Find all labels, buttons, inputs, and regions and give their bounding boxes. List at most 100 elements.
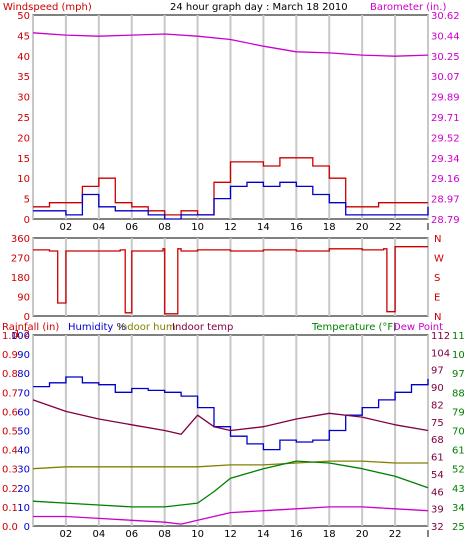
rainfall-tick-label: 0.1 bbox=[2, 503, 18, 514]
windspeed-tick-label: 5 bbox=[24, 195, 30, 206]
panel3-x-tick-label: 12 bbox=[224, 529, 237, 540]
compass-tick-label: N bbox=[434, 234, 441, 245]
barometer-tick-label: 28.79 bbox=[431, 215, 460, 226]
panel1-x-tick-label: 12 bbox=[224, 222, 237, 233]
rainfall-tick-label: 0.4 bbox=[2, 446, 18, 457]
panel3-x-tick-label: 18 bbox=[323, 529, 336, 540]
temp-tick-label-a: 104 bbox=[431, 348, 450, 359]
temp-tick-label-a: 32 bbox=[431, 522, 444, 533]
windspeed-tick-label: 25 bbox=[17, 113, 30, 124]
humidity-tick-label: 60 bbox=[17, 407, 30, 418]
barometer-tick-label: 29.71 bbox=[431, 113, 460, 124]
rainfall-tick-label: 0.6 bbox=[2, 407, 18, 418]
rainfall-label: Rainfall (in) bbox=[2, 322, 59, 333]
compass-tick-label: N bbox=[434, 312, 441, 323]
humidity-tick-label: 80 bbox=[17, 369, 30, 380]
temp-tick-label-a: 46 bbox=[431, 487, 444, 498]
temp-tick-label-a: 112 bbox=[431, 331, 450, 342]
temp-tick-label-b: 52 bbox=[452, 465, 465, 476]
direction-tick-label: 270 bbox=[11, 254, 30, 265]
windspeed-tick-label: 20 bbox=[17, 133, 30, 144]
windspeed-tick-label: 10 bbox=[17, 174, 30, 185]
windspeed-tick-label: 15 bbox=[17, 154, 30, 165]
windspeed-axis-label: Windspeed (mph) bbox=[3, 2, 92, 13]
temp-tick-label-b: 79 bbox=[452, 407, 465, 418]
panel1-x-tick-label: 18 bbox=[323, 222, 336, 233]
barometer-series-line bbox=[32, 32, 429, 57]
humidity-tick-label: 100 bbox=[11, 331, 30, 342]
compass-tick-label: W bbox=[434, 254, 444, 265]
panel1-x-tick-label: 04 bbox=[92, 222, 105, 233]
panel3-x-tick-label: 22 bbox=[389, 529, 402, 540]
barometer-tick-label: 30.07 bbox=[431, 72, 460, 83]
temp-tick-label-a: 61 bbox=[431, 453, 444, 464]
humidity-tick-label: 30 bbox=[17, 465, 30, 476]
dew-point-series-line bbox=[33, 506, 429, 525]
windspeed-tick-label: 0 bbox=[24, 215, 30, 226]
wind-direction-series-line bbox=[33, 246, 428, 315]
gust-series-line bbox=[33, 181, 429, 220]
dewpoint-label: Dew Point bbox=[393, 322, 443, 333]
rainfall-top-tick-label: 1.2 bbox=[14, 329, 30, 340]
temp-tick-label-a: 82 bbox=[431, 400, 444, 411]
plot-layer: 0 5 10 15 20 25 30 35 40 45 50 28.79 28.97 29.16 29.34… bbox=[2, 11, 465, 540]
barometer-tick-label: 29.34 bbox=[431, 154, 460, 165]
panel3-x-tick-label: 20 bbox=[356, 529, 369, 540]
barometer-tick-label: 28.97 bbox=[431, 195, 460, 206]
direction-tick-label: 0 bbox=[24, 312, 30, 323]
panel3-x-tick-label: 02 bbox=[60, 529, 73, 540]
indoor-hum-label: Indoor hum bbox=[118, 322, 176, 333]
temp-tick-label-b: 34 bbox=[452, 503, 465, 514]
indoor-temp-series-line bbox=[32, 399, 429, 435]
windspeed-tick-label: 50 bbox=[17, 11, 30, 22]
indoor-hum-series-line bbox=[32, 460, 428, 470]
humidity-tick-label: 70 bbox=[17, 388, 30, 399]
indoor-temp-label: Indoor temp bbox=[172, 322, 233, 333]
compass-tick-label: S bbox=[434, 273, 440, 284]
humidity-series-line bbox=[33, 376, 429, 451]
rainfall-tick-label: 0.8 bbox=[2, 369, 18, 380]
humidity-tick-label: 10 bbox=[17, 503, 30, 514]
panel3-x-tick-label: I bbox=[427, 529, 430, 540]
temp-tick-label-a: 97 bbox=[431, 366, 444, 377]
humidity-tick-label: 40 bbox=[17, 446, 30, 457]
panel3-x-tick-label: 04 bbox=[92, 529, 105, 540]
temp-tick-label-a: 54 bbox=[431, 470, 444, 481]
temp-tick-label-b: 97 bbox=[452, 369, 465, 380]
barometer-tick-label: 29.16 bbox=[431, 174, 460, 185]
temp-tick-label-b: 25 bbox=[452, 522, 465, 533]
direction-tick-label: 180 bbox=[11, 273, 30, 284]
temp-tick-label-b: 43 bbox=[452, 484, 465, 495]
windspeed-tick-label: 40 bbox=[17, 52, 30, 63]
barometer-tick-label: 30.25 bbox=[431, 52, 460, 63]
panel1-x-tick-label: 16 bbox=[290, 222, 303, 233]
temp-tick-label-b: 106 bbox=[452, 350, 465, 361]
barometer-axis-label: Barometer (in.) bbox=[370, 2, 446, 13]
rainfall-tick-label: 0.0 bbox=[2, 522, 18, 533]
panel3-x-tick-label: 10 bbox=[191, 529, 204, 540]
panel3-x-tick-label: 14 bbox=[257, 529, 270, 540]
temp-tick-label-a: 75 bbox=[431, 418, 444, 429]
humidity-tick-label: 50 bbox=[17, 427, 30, 438]
compass-tick-label: E bbox=[434, 293, 440, 304]
barometer-tick-label: 29.52 bbox=[431, 133, 460, 144]
humidity-label: Humidity % bbox=[68, 322, 126, 333]
temperature-label: Temperature (°F) bbox=[311, 322, 397, 333]
humidity-tick-label: 20 bbox=[17, 484, 30, 495]
chart-title: 24 hour graph day : March 18 2010 bbox=[170, 2, 348, 13]
direction-tick-label: 90 bbox=[17, 293, 30, 304]
temp-tick-label-b: 88 bbox=[452, 388, 465, 399]
barometer-tick-label: 30.44 bbox=[431, 31, 460, 42]
humidity-tick-label: 90 bbox=[17, 350, 30, 361]
panel1-x-tick-label: 22 bbox=[389, 222, 402, 233]
barometer-tick-label: 29.89 bbox=[431, 93, 460, 104]
panel3-x-tick-label: 16 bbox=[290, 529, 303, 540]
windspeed-tick-label: 35 bbox=[17, 72, 30, 83]
panel3-x-tick-label: 06 bbox=[125, 529, 138, 540]
temp-tick-label-b: 115 bbox=[452, 331, 465, 342]
rainfall-tick-label: 1.0 bbox=[2, 331, 18, 342]
barometer-tick-label: 30.62 bbox=[431, 11, 460, 22]
panel1-x-tick-label: 06 bbox=[125, 222, 138, 233]
rainfall-tick-label: 0.3 bbox=[2, 465, 18, 476]
